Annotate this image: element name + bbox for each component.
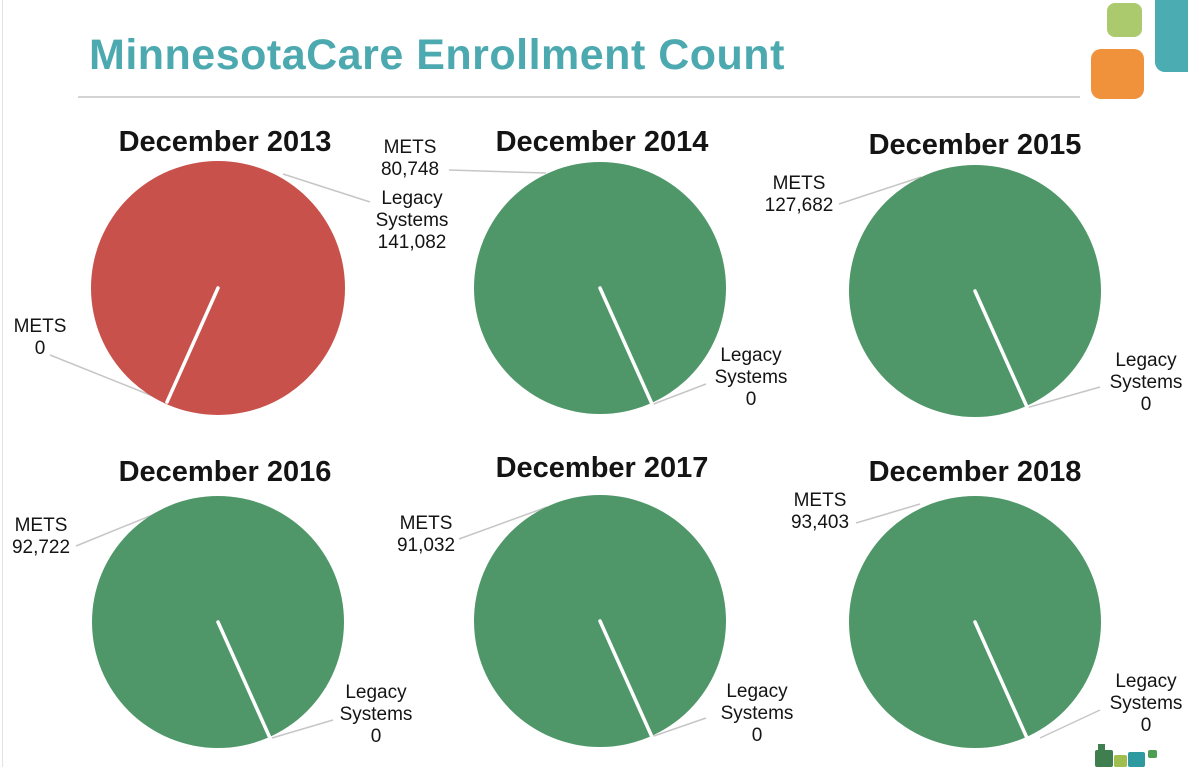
slice-label-2017-mets: METS 91,032: [396, 513, 456, 556]
leader-line-2017-legacy: [650, 717, 707, 738]
slice-label-2014-legacy: Legacy Systems 0: [714, 345, 788, 410]
slice-label-2014-mets: METS 80,748: [380, 137, 440, 180]
footer-logo-stem-icon: [1098, 744, 1105, 751]
leader-line-2017-mets: [458, 506, 548, 540]
chart-title-2013: December 2013: [118, 126, 332, 158]
leader-line-2018-mets: [855, 503, 921, 524]
leader-line-2016-legacy: [271, 719, 334, 739]
slice-label-2017-legacy: Legacy Systems 0: [720, 681, 794, 746]
leader-line-2015-legacy: [1025, 386, 1101, 409]
chart-title-2017: December 2017: [495, 452, 709, 484]
chart-title-2014: December 2014: [495, 126, 709, 158]
slice-divider-2016: [216, 620, 272, 740]
leader-line-2014-legacy: [650, 383, 707, 406]
slice-label-2013-mets: METS 0: [13, 316, 67, 359]
footer-logo-square-teal-icon: [1128, 752, 1145, 767]
chart-title-2015: December 2015: [868, 129, 1082, 161]
slide-edge-line: [2, 0, 3, 767]
slice-label-2018-mets: METS 93,403: [790, 490, 850, 533]
logo-square-green-icon: [1107, 3, 1142, 37]
logo-square-orange-icon: [1091, 49, 1144, 99]
header-divider: [78, 96, 1080, 98]
slice-label-2013-legacy: Legacy Systems 141,082: [375, 188, 449, 253]
footer-logo-square-green-icon: [1148, 750, 1157, 758]
slice-divider-2015: [973, 289, 1029, 409]
slice-label-2016-legacy: Legacy Systems 0: [339, 682, 413, 747]
chart-title-2016: December 2016: [118, 456, 332, 488]
slice-divider-2014: [598, 286, 654, 406]
slice-label-2015-mets: METS 127,682: [764, 173, 834, 216]
leader-line-2013-mets: [49, 354, 166, 402]
slice-label-2015-legacy: Legacy Systems 0: [1109, 350, 1183, 415]
leader-lines: [49, 169, 1101, 739]
leader-line-2013-legacy: [282, 173, 371, 203]
footer-logo-square-dark-icon: [1095, 750, 1113, 767]
leader-line-2018-legacy: [1039, 709, 1101, 739]
chart-title-2018: December 2018: [868, 456, 1082, 488]
page-title: MinnesotaCare Enrollment Count: [89, 30, 785, 79]
slice-label-2016-mets: METS 92,722: [11, 515, 71, 558]
pie-slice-dividers: [165, 286, 1029, 740]
footer-logo-square-lime-icon: [1114, 755, 1127, 767]
slice-divider-2018: [973, 620, 1029, 740]
leader-line-2014-mets: [448, 169, 547, 174]
slice-divider-2013: [165, 286, 220, 404]
logo-square-teal-icon: [1155, 0, 1188, 72]
leader-line-2015-mets: [838, 176, 922, 205]
slice-label-2018-legacy: Legacy Systems 0: [1109, 671, 1183, 736]
slice-divider-2017: [598, 619, 654, 739]
